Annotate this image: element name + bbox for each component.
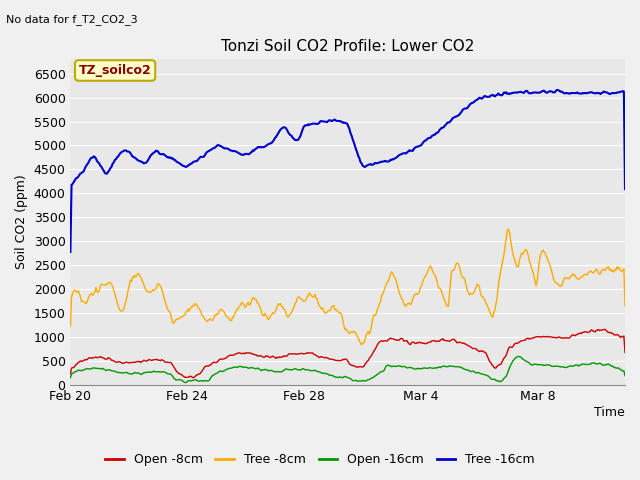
Open -16cm xyxy=(621,373,629,379)
Open -8cm xyxy=(601,326,609,332)
Tree -16cm xyxy=(621,186,629,192)
Tree -8cm xyxy=(330,303,338,309)
Tree -8cm xyxy=(610,269,618,275)
Open -8cm xyxy=(368,352,376,358)
Tree -8cm xyxy=(333,308,341,314)
Open -8cm xyxy=(67,371,74,377)
Y-axis label: Soil CO2 (ppm): Soil CO2 (ppm) xyxy=(15,175,28,269)
Tree -16cm xyxy=(397,152,404,157)
Open -16cm xyxy=(335,375,342,381)
Tree -16cm xyxy=(67,249,74,255)
Line: Tree -16cm: Tree -16cm xyxy=(70,90,625,252)
Open -16cm xyxy=(331,374,339,380)
Open -8cm xyxy=(331,357,339,363)
Tree -8cm xyxy=(504,226,512,232)
Open -16cm xyxy=(398,364,406,370)
Text: Time: Time xyxy=(595,406,625,419)
Tree -16cm xyxy=(367,161,374,167)
Tree -8cm xyxy=(398,295,406,301)
Tree -16cm xyxy=(333,118,341,124)
Tree -8cm xyxy=(524,249,531,254)
Open -16cm xyxy=(67,375,74,381)
Tree -16cm xyxy=(609,90,616,96)
Open -8cm xyxy=(398,336,406,341)
Tree -8cm xyxy=(358,342,365,348)
Open -8cm xyxy=(522,336,530,342)
Open -16cm xyxy=(515,353,522,359)
Open -8cm xyxy=(189,375,196,381)
Tree -8cm xyxy=(67,323,74,329)
Open -16cm xyxy=(368,375,376,381)
Tree -8cm xyxy=(368,322,376,328)
Text: No data for f_T2_CO2_3: No data for f_T2_CO2_3 xyxy=(6,14,138,25)
Text: TZ_soilco2: TZ_soilco2 xyxy=(79,64,152,77)
Tree -16cm xyxy=(554,87,561,93)
Tree -16cm xyxy=(521,89,529,95)
Line: Tree -8cm: Tree -8cm xyxy=(70,229,625,345)
Open -16cm xyxy=(524,359,531,365)
Title: Tonzi Soil CO2 Profile: Lower CO2: Tonzi Soil CO2 Profile: Lower CO2 xyxy=(221,39,474,54)
Legend: Open -8cm, Tree -8cm, Open -16cm, Tree -16cm: Open -8cm, Tree -8cm, Open -16cm, Tree -… xyxy=(100,448,540,471)
Open -16cm xyxy=(182,380,190,385)
Line: Open -16cm: Open -16cm xyxy=(70,356,625,383)
Open -8cm xyxy=(335,358,342,363)
Line: Open -8cm: Open -8cm xyxy=(70,329,625,378)
Open -16cm xyxy=(610,364,618,370)
Tree -16cm xyxy=(330,117,338,123)
Tree -8cm xyxy=(621,303,629,309)
Open -8cm xyxy=(610,332,618,337)
Open -8cm xyxy=(621,350,629,356)
